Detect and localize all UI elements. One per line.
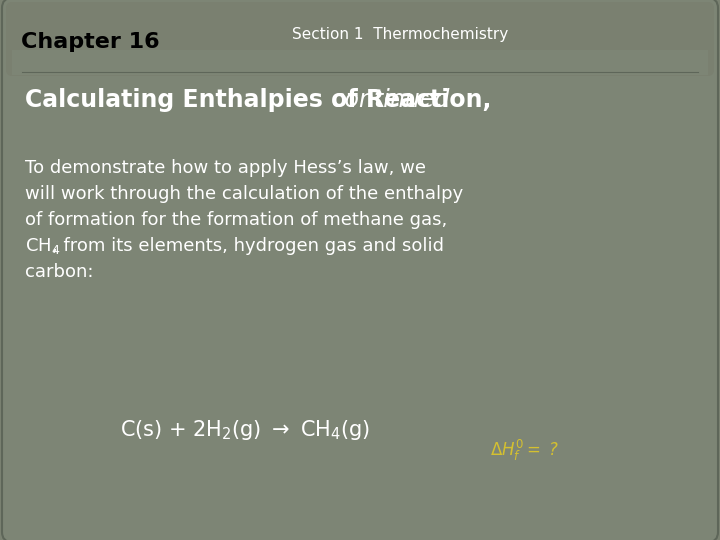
Text: CH$_4$: CH$_4$ <box>25 236 60 256</box>
FancyBboxPatch shape <box>6 2 714 76</box>
Text: $\Delta H_f^0 = $ ?: $\Delta H_f^0 = $ ? <box>490 437 559 463</box>
Text: carbon:: carbon: <box>25 263 94 281</box>
Text: Calculating Enthalpies of Reaction,: Calculating Enthalpies of Reaction, <box>25 88 491 112</box>
Text: To demonstrate how to apply Hess’s law, we: To demonstrate how to apply Hess’s law, … <box>25 159 426 177</box>
Text: Section 1  Thermochemistry: Section 1 Thermochemistry <box>292 26 508 42</box>
Text: C(s) + 2H$_2$(g) $\rightarrow$ CH$_4$(g): C(s) + 2H$_2$(g) $\rightarrow$ CH$_4$(g) <box>120 418 370 442</box>
Text: will work through the calculation of the enthalpy: will work through the calculation of the… <box>25 185 463 203</box>
Text: continued: continued <box>324 88 449 112</box>
Bar <box>12 50 708 75</box>
Text: Chapter 16: Chapter 16 <box>21 32 159 52</box>
Text: , from its elements, hydrogen gas and solid: , from its elements, hydrogen gas and so… <box>53 237 444 255</box>
Text: of formation for the formation of methane gas,: of formation for the formation of methan… <box>25 211 447 229</box>
